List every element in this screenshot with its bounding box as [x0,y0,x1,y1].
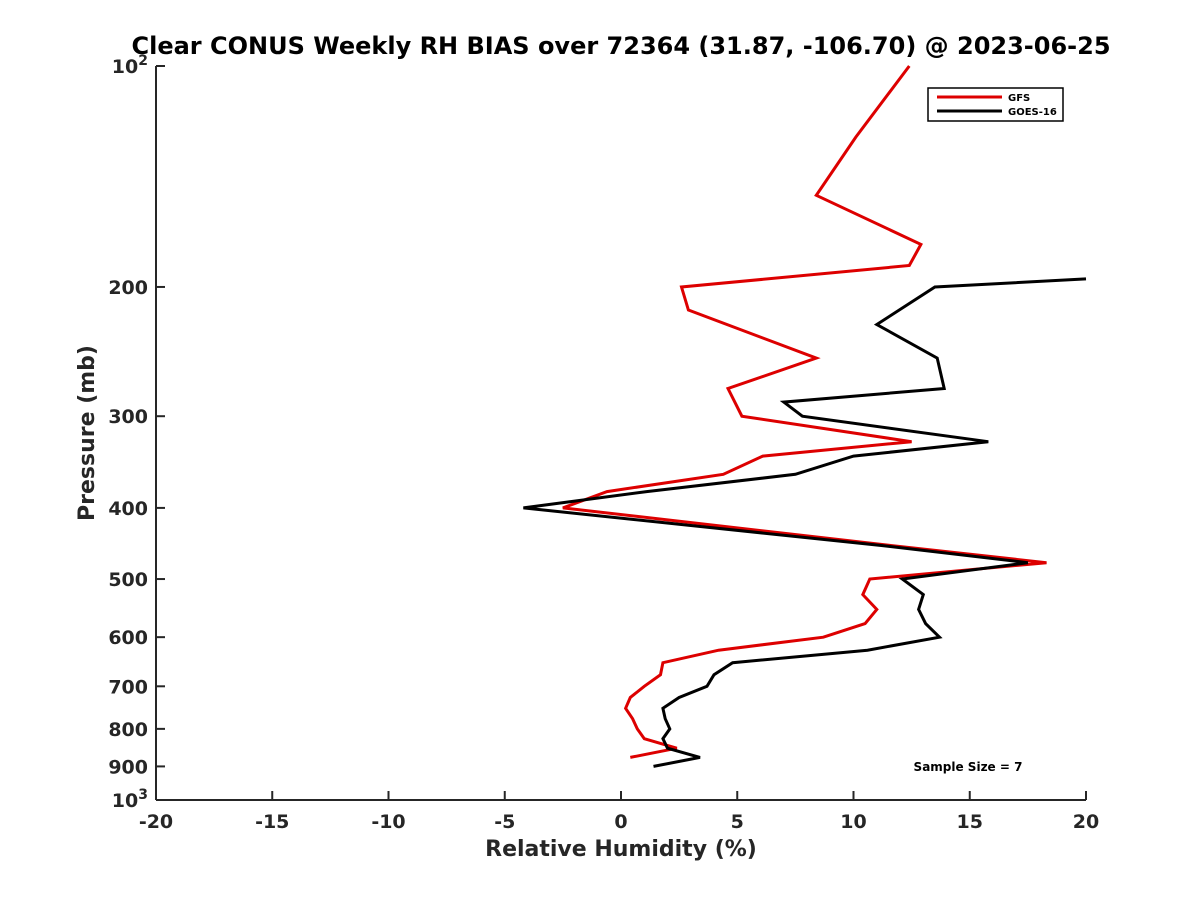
y-tick-label: 900 [108,756,148,778]
series-line-goes-16 [523,277,1087,768]
y-axis-label: Pressure (mb) [75,345,100,521]
x-axis-ticks: -20 -15 -10 -5 0 5 10 15 20 [139,791,1099,833]
x-tick-label: 10 [840,811,866,833]
y-tick-label: 800 [108,719,148,741]
series-lines [523,65,1087,768]
x-tick-label: -5 [494,811,515,833]
y-tick-label: 102 [112,53,148,78]
legend-label-gfs: GFS [1008,93,1030,104]
legend-label-goes16: GOES-16 [1008,107,1057,118]
x-tick-label: 0 [614,811,627,833]
y-tick-label: 500 [108,569,148,591]
y-tick-label: 103 [112,787,148,812]
x-tick-label: -10 [371,811,405,833]
y-tick-label: 700 [108,676,148,698]
series-line-gfs [562,65,1047,759]
legend-box [927,87,1064,122]
x-tick-label: 15 [957,811,983,833]
y-tick-label: 400 [108,498,148,520]
plot-area: -20 -15 -10 -5 0 5 10 15 20 102 200 300 400 500 600 70… [108,53,1099,833]
x-tick-label: 5 [731,811,744,833]
y-axis-ticks: 102 200 300 400 500 600 700 800 900 103 [108,53,165,812]
y-tick-label: 300 [108,406,148,428]
x-axis-label: Relative Humidity (%) [485,837,757,862]
x-tick-label: -15 [255,811,289,833]
x-tick-label: -20 [139,811,173,833]
sample-size-annotation: Sample Size = 7 [914,760,1023,774]
y-tick-label: 200 [108,277,148,299]
y-tick-label: 600 [108,627,148,649]
chart-title: Clear CONUS Weekly RH BIAS over 72364 (3… [131,32,1110,60]
legend: GFS GOES-16 [927,87,1064,122]
x-tick-label: 20 [1073,811,1099,833]
